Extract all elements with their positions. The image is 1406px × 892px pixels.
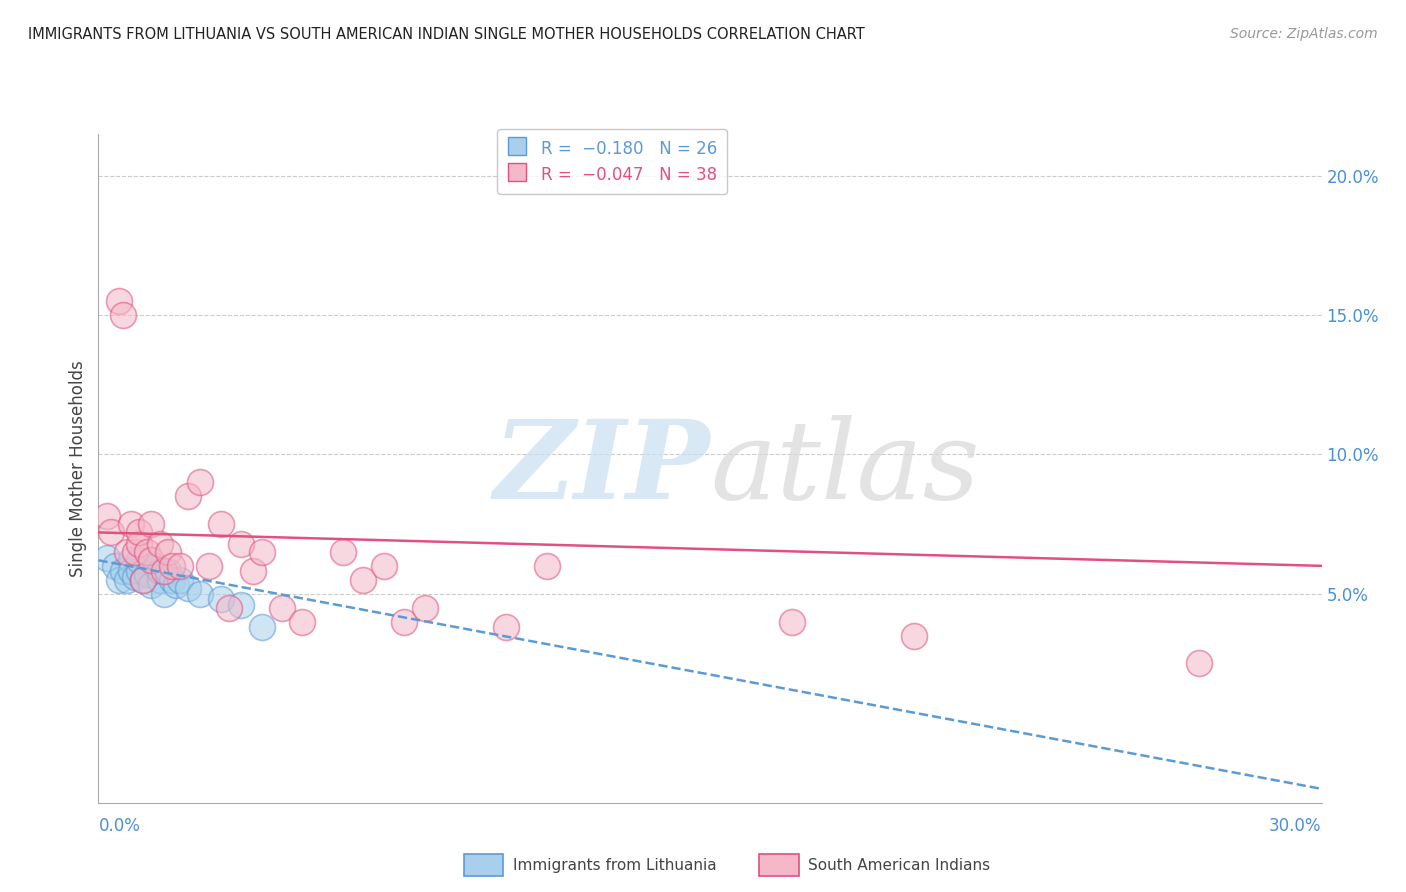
- Point: [332, 545, 354, 559]
- Point: [149, 536, 172, 550]
- Point: [128, 536, 150, 550]
- Point: [270, 600, 294, 615]
- Y-axis label: Single Mother Households: Single Mother Households: [69, 360, 87, 576]
- Point: [160, 558, 183, 573]
- Point: [780, 615, 803, 629]
- Point: [1188, 657, 1211, 671]
- Point: [536, 558, 558, 573]
- Point: [352, 573, 374, 587]
- Text: atlas: atlas: [710, 415, 980, 522]
- Point: [108, 294, 131, 309]
- Point: [231, 598, 253, 612]
- Point: [108, 573, 131, 587]
- Point: [128, 525, 150, 540]
- Point: [156, 545, 179, 559]
- Point: [149, 573, 172, 587]
- Point: [132, 573, 155, 587]
- Point: [413, 600, 436, 615]
- Point: [111, 565, 134, 579]
- Point: [169, 573, 191, 587]
- Point: [100, 525, 122, 540]
- Point: [231, 536, 253, 550]
- Point: [392, 615, 416, 629]
- Point: [149, 565, 172, 579]
- Point: [141, 578, 163, 592]
- Point: [115, 545, 138, 559]
- Point: [128, 565, 150, 579]
- Point: [197, 558, 219, 573]
- Point: [145, 558, 167, 573]
- Point: [141, 553, 163, 567]
- Text: ZIP: ZIP: [494, 415, 710, 522]
- Point: [120, 517, 142, 532]
- Point: [250, 620, 273, 634]
- Point: [177, 581, 200, 595]
- Point: [120, 565, 142, 579]
- Point: [177, 489, 200, 503]
- Text: South American Indians: South American Indians: [808, 858, 991, 872]
- Point: [165, 578, 187, 592]
- Point: [903, 628, 925, 642]
- Text: IMMIGRANTS FROM LITHUANIA VS SOUTH AMERICAN INDIAN SINGLE MOTHER HOUSEHOLDS CORR: IMMIGRANTS FROM LITHUANIA VS SOUTH AMERI…: [28, 27, 865, 42]
- Point: [141, 517, 163, 532]
- Legend: R =  −0.180   N = 26, R =  −0.047   N = 38: R = −0.180 N = 26, R = −0.047 N = 38: [498, 128, 727, 194]
- Point: [218, 600, 240, 615]
- Point: [104, 558, 127, 573]
- Point: [156, 565, 179, 579]
- Point: [250, 545, 273, 559]
- Point: [152, 587, 174, 601]
- Point: [242, 565, 264, 579]
- Text: Immigrants from Lithuania: Immigrants from Lithuania: [513, 858, 717, 872]
- Point: [209, 517, 232, 532]
- Point: [111, 308, 134, 322]
- Point: [209, 592, 232, 607]
- Point: [188, 587, 212, 601]
- Point: [160, 573, 183, 587]
- Point: [495, 620, 517, 634]
- Text: Source: ZipAtlas.com: Source: ZipAtlas.com: [1230, 27, 1378, 41]
- Point: [291, 615, 314, 629]
- Point: [136, 545, 159, 559]
- Point: [124, 570, 146, 584]
- Point: [373, 558, 395, 573]
- Point: [169, 558, 191, 573]
- Point: [128, 553, 150, 567]
- Point: [188, 475, 212, 490]
- Point: [136, 567, 159, 582]
- Point: [96, 550, 118, 565]
- Point: [115, 573, 138, 587]
- Point: [124, 545, 146, 559]
- Point: [132, 573, 155, 587]
- Point: [152, 565, 174, 579]
- Text: 30.0%: 30.0%: [1270, 817, 1322, 835]
- Text: 0.0%: 0.0%: [98, 817, 141, 835]
- Point: [96, 508, 118, 523]
- Point: [120, 553, 142, 567]
